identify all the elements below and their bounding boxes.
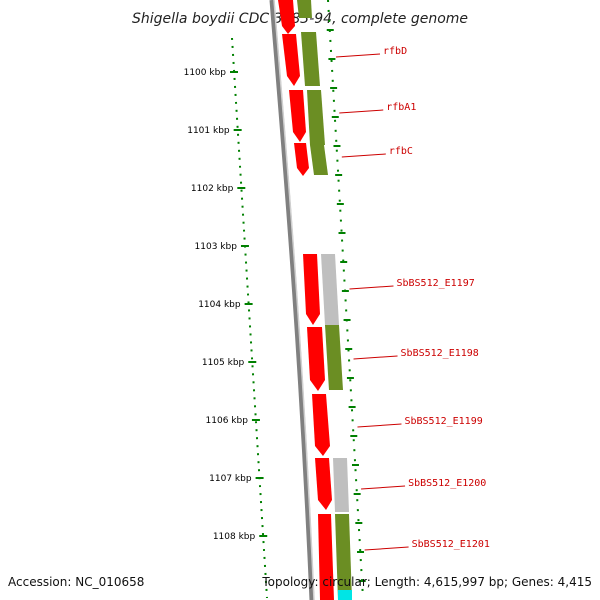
cds-arrow [307, 327, 325, 391]
gene-leader-line [339, 109, 384, 114]
cds-arrow [315, 458, 332, 510]
gene-label: SbBS512_E1199 [404, 416, 482, 427]
genome-backbone [269, 0, 315, 600]
gene-leader-line [341, 153, 386, 158]
cds-arrow [294, 143, 309, 176]
gene-label: SbBS512_E1201 [412, 539, 490, 550]
cds-track [278, 0, 334, 600]
cds-arrow [289, 90, 306, 142]
ruler-tick-label: 1100 kbp [184, 68, 227, 78]
cog-block [310, 145, 328, 175]
ruler-tick-label: 1104 kbp [198, 300, 241, 310]
cds-arrow [303, 254, 320, 325]
gene-leader-line [357, 423, 402, 428]
genome-backbone-highlight [273, 0, 315, 600]
cog-block [297, 0, 312, 18]
ruler-tick-label: 1105 kbp [202, 358, 245, 368]
cog-block [333, 458, 349, 512]
gene-leader-line [335, 53, 381, 58]
gene-leader-line [364, 546, 409, 551]
ruler-tick-label: 1103 kbp [195, 242, 238, 252]
cog-block [335, 514, 352, 600]
map-title: Shigella boydii CDC 3083-94, complete ge… [132, 11, 468, 27]
accession-label: Accession: NC_010658 [8, 575, 144, 589]
ruler-tick-label: 1107 kbp [209, 474, 252, 484]
ruler-track [231, 37, 268, 599]
cog-block [325, 325, 343, 390]
gene-label: rfbC [389, 146, 413, 157]
gene-label: SbBS512_E1200 [408, 478, 486, 489]
gene-leader-line [349, 285, 394, 290]
ruler-tick-label: 1106 kbp [206, 416, 249, 426]
ruler-tick-label: 1101 kbp [187, 126, 230, 136]
ruler-tick-label: 1102 kbp [191, 184, 234, 194]
gene-labels: rfbD rfbA1 rfbC SbBS512_E1197 SbBS512_E1198 S… [335, 46, 490, 551]
ruler-tick-label: 1108 kbp [213, 532, 256, 542]
cog-block [307, 90, 325, 145]
gene-label: rfbD [383, 46, 407, 57]
genome-summary: Topology: circular; Length: 4,615,997 bp… [261, 575, 592, 589]
ruler-ticks: 1100 kbp 1101 kbp 1102 kbp 1103 kbp 1104 kbp… [184, 68, 268, 542]
cds-arrow [312, 394, 330, 456]
cds-arrow [318, 514, 334, 600]
outer-ring-marks [326, 29, 366, 582]
gene-label: rfbA1 [386, 102, 416, 113]
gene-leader-line [361, 485, 406, 490]
cog-block [338, 590, 352, 600]
gene-label: SbBS512_E1198 [401, 348, 479, 359]
gene-leader-line [353, 355, 398, 360]
cog-track [297, 0, 352, 600]
cds-arrow [282, 34, 300, 86]
gene-label: SbBS512_E1197 [396, 278, 474, 289]
cds-arrow [278, 0, 295, 34]
cog-block [321, 254, 339, 325]
cog-block [301, 32, 320, 86]
